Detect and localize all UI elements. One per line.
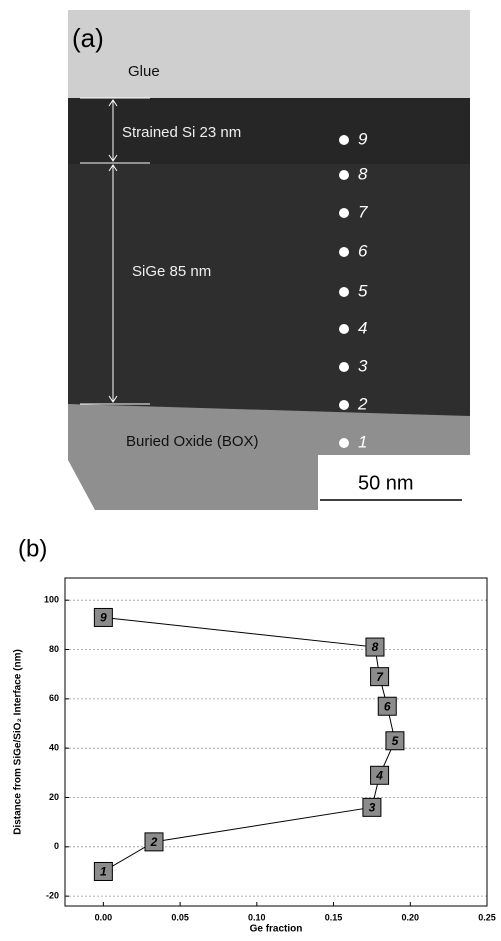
scale-bar-label: 50 nm xyxy=(358,472,414,494)
figure: (a) Glue Strained Si 23 nm SiGe 85 nm Bu… xyxy=(0,0,501,936)
point-label: 9 xyxy=(100,611,107,625)
y-tick-label: 80 xyxy=(49,644,59,654)
y-tick-label: -20 xyxy=(46,891,59,901)
x-tick-label: 0.15 xyxy=(325,912,343,922)
point-dot xyxy=(339,287,349,297)
layer-label: SiGe 85 nm xyxy=(132,263,211,280)
y-tick-label: 0 xyxy=(54,841,59,851)
point-label: 4 xyxy=(358,318,367,337)
point-label: 1 xyxy=(100,865,107,879)
x-tick-label: 0.20 xyxy=(402,912,420,922)
point-dot xyxy=(339,362,349,372)
point-label: 9 xyxy=(358,129,368,148)
x-axis-title: Ge fraction xyxy=(250,924,303,935)
page: {"panel_a": {"label": "(a)", "glue": "Gl… xyxy=(0,0,501,941)
point-dot xyxy=(339,135,349,145)
point-label: 2 xyxy=(150,835,158,849)
y-tick-label: 20 xyxy=(49,792,59,802)
point-label: 7 xyxy=(358,202,368,221)
glue-layer xyxy=(68,10,470,100)
point-dot xyxy=(339,438,349,448)
point-label: 4 xyxy=(375,768,383,782)
point-dot xyxy=(339,247,349,257)
y-tick-label: 60 xyxy=(49,693,59,703)
panel-label: (a) xyxy=(72,23,104,53)
x-tick-label: 0.00 xyxy=(95,912,113,922)
point-label: 2 xyxy=(357,394,368,413)
y-axis-title: Distance from SiGe/SiO₂ Interface (nm) xyxy=(13,649,24,835)
point-label: 8 xyxy=(358,164,368,183)
chart: -20 0 20 40 60 80 100 0.00 0.05 0.10 0.15 0.20 0.25 G… xyxy=(13,578,496,935)
point-label: 3 xyxy=(358,356,368,375)
point-label: 8 xyxy=(372,640,379,654)
layer-label: Glue xyxy=(128,63,160,80)
x-tick-label: 0.05 xyxy=(171,912,189,922)
point-label: 5 xyxy=(392,734,399,748)
x-tick-label: 0.25 xyxy=(478,912,496,922)
point-dot xyxy=(339,324,349,334)
y-tick-label: 100 xyxy=(44,595,59,605)
point-label: 3 xyxy=(369,801,376,815)
point-label: 6 xyxy=(358,241,368,260)
point-label: 6 xyxy=(384,699,391,713)
point-label: 1 xyxy=(358,432,367,451)
layer-label: Buried Oxide (BOX) xyxy=(126,433,259,450)
x-tick-label: 0.10 xyxy=(248,912,266,922)
point-dot xyxy=(339,400,349,410)
layer-label: Strained Si 23 nm xyxy=(122,124,241,141)
point-dot xyxy=(339,170,349,180)
panel-label: (b) xyxy=(18,535,47,562)
point-dot xyxy=(339,208,349,218)
point-label: 5 xyxy=(358,281,368,300)
y-tick-label: 40 xyxy=(49,743,59,753)
